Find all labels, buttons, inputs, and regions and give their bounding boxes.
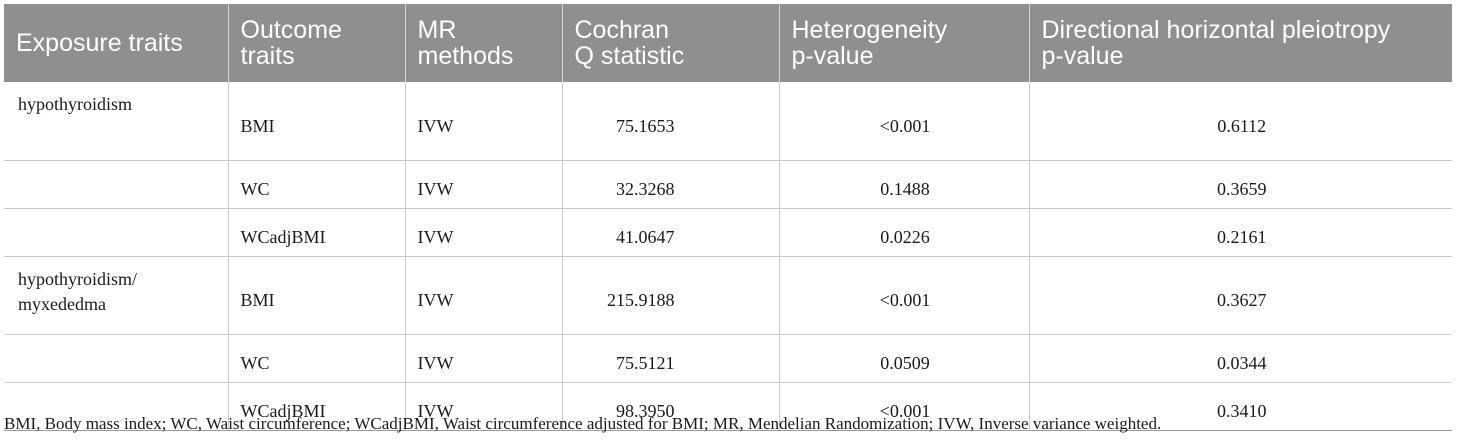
cell-heterogeneity-p: <0.001 (779, 256, 1030, 335)
header-heterogeneity-p: Heterogeneity p-value (779, 4, 1030, 82)
method-text: IVW (417, 353, 454, 373)
het-p-text: <0.001 (879, 401, 931, 421)
method-text: IVW (417, 179, 454, 199)
q-text: 75.1653 (616, 115, 675, 136)
cell-exposure (4, 208, 229, 257)
cell-exposure: hypothyroidism (4, 82, 229, 161)
outcome-text: WC (240, 353, 270, 373)
het-p-text: 0.0509 (880, 353, 930, 373)
cell-q-statistic: 98.3950 (562, 382, 780, 431)
exposure-text: hypothyroidism/ myxededma (18, 268, 138, 314)
pleio-p-text: 0.0344 (1217, 353, 1267, 373)
cell-outcome: WCadjBMI (228, 382, 406, 431)
table-header-row: Exposure traits Outcome traits MR method… (4, 4, 1452, 82)
q-text: 41.0647 (616, 227, 675, 247)
header-pleiotropy-p: Directional horizontal pleiotropy p-valu… (1041, 16, 1391, 70)
pleio-p-text: 0.3659 (1217, 179, 1267, 199)
results-table-container: Exposure traits Outcome traits MR method… (4, 4, 1452, 431)
cell-heterogeneity-p: 0.1488 (779, 160, 1030, 209)
cell-q-statistic: 215.9188 (562, 256, 780, 335)
cell-q-statistic: 32.3268 (562, 160, 780, 209)
cell-outcome: WC (228, 160, 406, 209)
cell-exposure (4, 334, 229, 383)
cell-q-statistic: 75.5121 (562, 334, 780, 383)
cell-pleiotropy-p: 0.0344 (1029, 334, 1452, 383)
cell-q-statistic: 41.0647 (562, 208, 780, 257)
pleio-p-text: 0.3410 (1217, 401, 1267, 421)
method-text: IVW (417, 227, 454, 247)
cell-pleiotropy-p: 0.3410 (1029, 382, 1452, 431)
cell-method: IVW (405, 160, 563, 209)
cell-exposure (4, 160, 229, 209)
pleio-p-text: 0.2161 (1217, 227, 1267, 247)
het-p-text: <0.001 (879, 115, 931, 136)
method-text: IVW (417, 115, 454, 136)
cell-outcome: WCadjBMI (228, 208, 406, 257)
table-row: WCadjBMI IVW 98.3950 <0.001 0.3410 (4, 382, 1452, 431)
het-p-text: 0.0226 (880, 227, 930, 247)
method-text: IVW (417, 290, 454, 310)
cell-pleiotropy-p: 0.2161 (1029, 208, 1452, 257)
cell-method: IVW (405, 82, 563, 161)
cell-pleiotropy-p: 0.3659 (1029, 160, 1452, 209)
cell-method: IVW (405, 256, 563, 335)
cell-method: IVW (405, 382, 563, 431)
q-text: 215.9188 (607, 290, 675, 310)
q-text: 32.3268 (616, 179, 675, 199)
cell-pleiotropy-p: 0.6112 (1029, 82, 1452, 161)
header-mr-methods: MR methods (405, 4, 563, 82)
pleio-p-text: 0.6112 (1217, 115, 1267, 136)
outcome-text: BMI (240, 290, 275, 310)
table-row: WCadjBMI IVW 41.0647 0.0226 0.2161 (4, 208, 1452, 257)
exposure-text (4, 335, 228, 345)
cell-outcome: BMI (228, 256, 406, 335)
outcome-text: WCadjBMI (240, 227, 326, 247)
outcome-text: WC (240, 179, 270, 199)
exposure-text: hypothyroidism (18, 94, 133, 114)
table-row: WC IVW 75.5121 0.0509 0.0344 (4, 334, 1452, 383)
cell-exposure (4, 382, 229, 431)
table-row: WC IVW 32.3268 0.1488 0.3659 (4, 160, 1452, 209)
table-row: hypothyroidism BMI IVW 75.1653 <0.001 0.… (4, 82, 1452, 161)
het-p-text: 0.1488 (880, 179, 930, 199)
het-p-text: <0.001 (879, 290, 931, 310)
q-text: 98.3950 (616, 401, 675, 421)
cell-heterogeneity-p: <0.001 (779, 382, 1030, 431)
method-text: IVW (417, 401, 454, 421)
pleio-p-text: 0.3627 (1217, 290, 1267, 310)
cell-pleiotropy-p: 0.3627 (1029, 256, 1452, 335)
cell-exposure: hypothyroidism/ myxededma (4, 256, 229, 335)
cell-method: IVW (405, 208, 563, 257)
cell-q-statistic: 75.1653 (562, 82, 780, 161)
table-footnote: BMI, Body mass index; WC, Waist circumfe… (4, 414, 1162, 433)
table-row: hypothyroidism/ myxededma BMI IVW 215.91… (4, 256, 1452, 335)
header-cochran-q: Cochran Q statistic (562, 4, 780, 82)
cell-heterogeneity-p: <0.001 (779, 82, 1030, 161)
cell-outcome: WC (228, 334, 406, 383)
outcome-text: WCadjBMI (240, 401, 326, 421)
header-outcome-traits: Outcome traits (228, 4, 406, 82)
exposure-text (4, 383, 228, 393)
cell-outcome: BMI (228, 82, 406, 161)
cell-heterogeneity-p: 0.0509 (779, 334, 1030, 383)
cell-method: IVW (405, 334, 563, 383)
q-text: 75.5121 (616, 353, 675, 373)
header-exposure-traits: Exposure traits (4, 4, 229, 82)
outcome-text: BMI (240, 115, 275, 136)
exposure-text (4, 161, 228, 171)
exposure-text (4, 209, 228, 219)
cell-heterogeneity-p: 0.0226 (779, 208, 1030, 257)
heterogeneity-pleiotropy-table: Exposure traits Outcome traits MR method… (4, 4, 1452, 431)
